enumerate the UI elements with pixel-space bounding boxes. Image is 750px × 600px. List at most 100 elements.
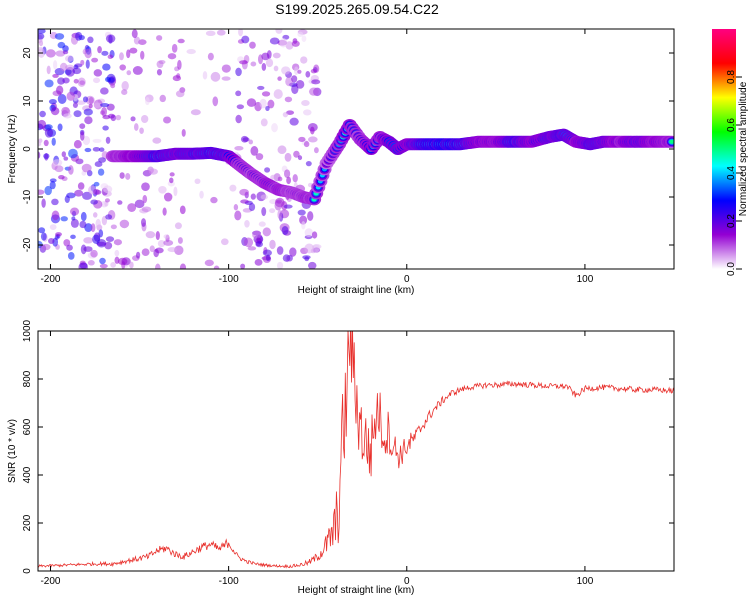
- spectrogram-noise-blob: [186, 49, 196, 55]
- spectrogram-noise-blob: [98, 147, 105, 152]
- spectrogram-noise-blob: [67, 251, 75, 260]
- spectrogram-noise-blob: [97, 168, 105, 176]
- spectrogram-noise-blob: [44, 127, 54, 138]
- spectrogram-noise-blob: [239, 60, 248, 65]
- spectrogram-noise-blob: [173, 186, 178, 197]
- spectrogram-noise-blob: [38, 119, 47, 130]
- spectrogram-noise-blob: [210, 71, 221, 82]
- spectrogram-noise-blob: [55, 232, 62, 237]
- spectrogram-noise-blob: [297, 209, 306, 216]
- spectrogram-noise-blob: [51, 137, 56, 146]
- spectrogram-noise-blob: [307, 261, 317, 269]
- spectrogram-noise-blob: [64, 55, 74, 62]
- snr-x-tick-label: -100: [219, 576, 239, 587]
- spectrogram-noise-blob: [113, 239, 122, 246]
- spectrogram-noise-blob: [95, 218, 101, 229]
- spectrogram-noise-blob: [102, 125, 109, 131]
- spectrogram-noise-blob: [283, 204, 293, 209]
- spectrogram-noise-blob: [212, 96, 219, 107]
- spectrogram-noise-blob: [94, 161, 103, 168]
- spectrogram-noise-blob: [102, 63, 111, 71]
- spectrogram-noise-blob: [102, 114, 111, 120]
- spectrogram-noise-blob: [69, 207, 80, 216]
- spectrogram-noise-blob: [265, 254, 271, 262]
- spectrogram-noise-blob: [54, 33, 65, 40]
- spectrogram-noise-blob: [82, 135, 91, 146]
- spectrogram-noise-blob: [301, 35, 307, 43]
- spectrogram-noise-blob: [157, 239, 166, 248]
- spectrogram-noise-blob: [163, 192, 173, 202]
- spectrogram-noise-blob: [194, 178, 201, 185]
- spectrogram-noise-blob: [167, 180, 175, 187]
- spectrogram-noise-blob: [282, 112, 289, 118]
- spectrogram-noise-blob: [101, 106, 107, 117]
- spectrogram-noise-blob: [310, 68, 317, 74]
- spectrogram-noise-blob: [59, 62, 68, 72]
- spectrogram-noise-blob: [255, 153, 264, 161]
- spectrogram-noise-blob: [127, 203, 137, 212]
- chart-title: S199.2025.265.09.54.C22: [275, 1, 439, 17]
- spectrogram-noise-blob: [163, 116, 172, 124]
- spectrogram-noise-blob: [44, 185, 52, 196]
- spectrogram-noise-blob: [44, 124, 53, 130]
- spectrogram-noise-blob: [169, 177, 174, 184]
- spectrogram-noise-blob: [172, 75, 181, 82]
- spectrogram-noise-blob: [103, 185, 113, 194]
- spectrogram-y-label: Frequency (Hz): [7, 115, 18, 184]
- spectrogram-noise-blob: [43, 139, 49, 147]
- spectrogram-noise-blob: [291, 40, 300, 47]
- spectrogram-noise-blob: [99, 263, 108, 269]
- spectrogram-noise-blob: [261, 52, 270, 61]
- spectrogram-noise-blob: [129, 261, 134, 269]
- spectrogram-noise-blob: [107, 54, 114, 60]
- snr-x-tick-label: 0: [404, 576, 410, 587]
- spectrogram-noise-blob: [259, 98, 267, 109]
- spectrogram-noise-blob: [292, 174, 298, 183]
- spectrogram-noise-blob: [135, 251, 141, 259]
- spectrogram-noise-blob: [247, 246, 257, 251]
- spectrogram-noise-blob: [57, 123, 63, 132]
- spectrogram-noise-blob: [105, 236, 115, 243]
- spectrogram-noise-blob: [141, 218, 147, 227]
- spectrogram-noise-blob: [190, 109, 201, 116]
- spectrogram-noise-blob: [66, 244, 73, 251]
- spectrogram-noise-blob: [125, 172, 131, 180]
- spectrogram-noise-blob: [260, 194, 268, 200]
- spectrogram-noise-blob: [82, 191, 93, 200]
- spectrogram-noise-blob: [73, 78, 79, 84]
- spectrogram-noise-blob: [235, 90, 242, 97]
- spectrogram-noise-blob: [83, 246, 93, 252]
- spectrogram-noise-blob: [98, 157, 107, 163]
- snr-frame: [37, 330, 675, 572]
- spectrogram-noise-blob: [71, 216, 76, 221]
- spectrogram-noise-blob: [276, 261, 284, 269]
- spectrogram-noise-blob: [234, 146, 244, 151]
- spectrogram-noise-blob: [121, 80, 129, 91]
- spectrogram-noise-blob: [267, 99, 275, 109]
- spectrogram-noise-blob: [177, 59, 182, 70]
- spectrogram-noise-blob: [179, 263, 187, 269]
- spectrogram-noise-blob: [55, 50, 66, 57]
- spectrogram-ridge-blob: [669, 139, 674, 144]
- snr-series-line: [38, 331, 674, 569]
- spectrogram-noise-blob: [63, 113, 72, 119]
- spectrogram-noise-blob: [221, 238, 229, 246]
- spectrogram-noise-blob: [83, 108, 93, 116]
- spectrogram-noise-blob: [38, 189, 45, 195]
- spectrogram-noise-blob: [93, 69, 103, 77]
- spectrogram-noise-blob: [210, 196, 218, 204]
- spectrogram-noise-blob: [142, 195, 148, 204]
- spectrogram-noise-blob: [87, 36, 94, 44]
- spectrogram-noise-blob: [46, 65, 51, 75]
- spectrogram-noise-blob: [153, 248, 159, 258]
- spectrogram-noise-blob: [44, 153, 49, 161]
- spectrogram-noise-blob: [265, 58, 274, 68]
- spectrogram-noise-blob: [216, 29, 226, 36]
- spectrogram-noise-blob: [289, 247, 297, 257]
- spectrogram-noise-blob: [62, 77, 70, 84]
- spectrogram-noise-blob: [38, 141, 42, 147]
- spectrogram-noise-blob: [162, 207, 167, 216]
- spectrogram-noise-blob: [51, 198, 59, 206]
- spectrogram-noise-blob: [105, 214, 113, 220]
- spectrogram-noise-blob: [49, 178, 57, 183]
